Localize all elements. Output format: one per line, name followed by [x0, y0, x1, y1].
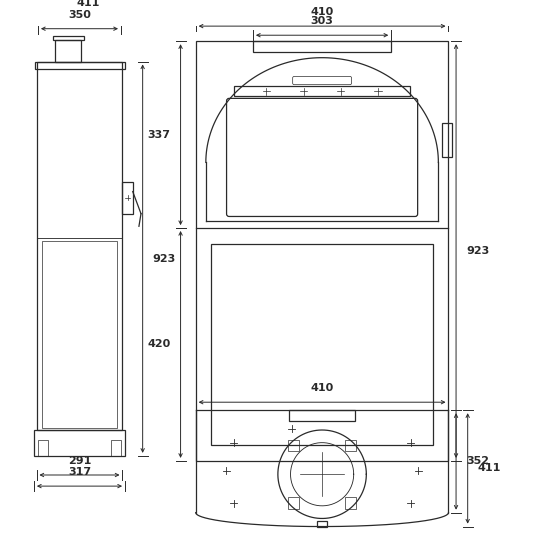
Text: 317: 317	[68, 467, 91, 477]
Bar	[234, 86, 410, 96]
Bar	[36, 61, 123, 430]
Text: 303: 303	[311, 16, 334, 26]
Bar	[111, 440, 122, 456]
Bar	[196, 41, 448, 461]
Bar	[442, 124, 451, 157]
Text: 923: 923	[466, 246, 489, 256]
Text: 352: 352	[466, 456, 489, 466]
Text: 337: 337	[148, 130, 171, 140]
Bar	[35, 61, 125, 69]
Bar	[55, 40, 81, 61]
Text: 291: 291	[68, 456, 91, 466]
Bar	[288, 440, 299, 451]
Text: 410: 410	[311, 7, 334, 17]
Bar	[34, 430, 125, 456]
Bar	[53, 36, 84, 40]
Text: 923: 923	[153, 254, 176, 264]
Text: 411: 411	[77, 0, 100, 8]
Text: 420: 420	[147, 340, 171, 350]
Bar	[211, 244, 433, 445]
Bar	[253, 41, 391, 52]
Text: 410: 410	[311, 383, 334, 393]
Text: 411: 411	[478, 463, 501, 473]
Text: 350: 350	[68, 10, 91, 20]
Bar	[317, 521, 327, 527]
Bar	[37, 440, 48, 456]
Bar	[288, 497, 299, 508]
Bar	[42, 241, 117, 427]
Bar	[123, 182, 133, 214]
Bar	[345, 440, 357, 451]
Bar	[289, 410, 355, 421]
Bar	[345, 497, 357, 508]
